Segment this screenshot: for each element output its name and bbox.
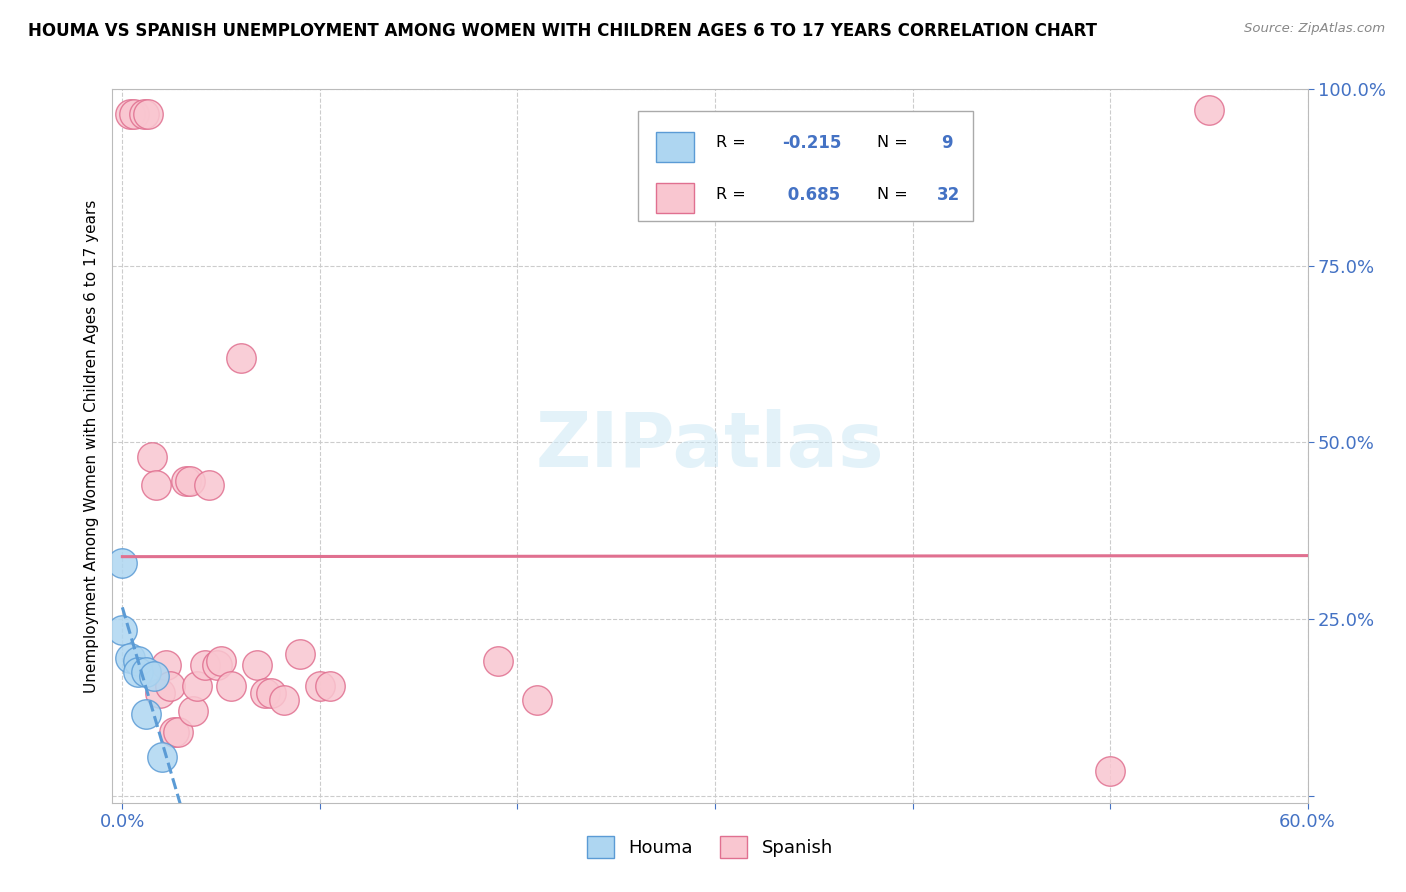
Point: [486, 655, 509, 669]
Point: [194, 658, 217, 673]
Point: [141, 450, 163, 464]
Point: [111, 556, 134, 570]
FancyBboxPatch shape: [657, 183, 695, 212]
Point: [145, 478, 167, 492]
Point: [174, 475, 197, 489]
FancyBboxPatch shape: [657, 132, 695, 162]
Point: [120, 651, 142, 665]
Point: [1198, 103, 1220, 118]
Text: R =: R =: [716, 187, 751, 202]
Point: [120, 107, 142, 121]
Point: [229, 351, 252, 365]
Point: [132, 107, 155, 121]
Point: [143, 668, 166, 682]
Point: [135, 707, 157, 722]
Legend: Houma, Spanish: Houma, Spanish: [579, 829, 841, 865]
Text: 32: 32: [936, 186, 960, 203]
Point: [122, 107, 145, 121]
Point: [159, 679, 181, 693]
Point: [253, 686, 276, 700]
Point: [150, 750, 173, 764]
Point: [163, 725, 186, 739]
Text: Source: ZipAtlas.com: Source: ZipAtlas.com: [1244, 22, 1385, 36]
Point: [259, 686, 281, 700]
Point: [166, 725, 188, 739]
Point: [198, 478, 221, 492]
Text: N =: N =: [877, 187, 914, 202]
Y-axis label: Unemployment Among Women with Children Ages 6 to 17 years: Unemployment Among Women with Children A…: [83, 199, 98, 693]
Point: [205, 658, 228, 673]
Point: [186, 679, 208, 693]
Point: [149, 686, 172, 700]
Point: [179, 475, 201, 489]
Point: [526, 693, 548, 707]
Point: [319, 679, 342, 693]
Point: [209, 655, 232, 669]
Text: 9: 9: [941, 134, 952, 152]
Point: [111, 623, 134, 637]
Point: [1099, 764, 1122, 778]
Text: R =: R =: [716, 136, 751, 150]
Point: [155, 658, 177, 673]
Point: [273, 693, 295, 707]
Point: [183, 704, 205, 718]
Text: -0.215: -0.215: [782, 134, 841, 152]
Point: [288, 648, 311, 662]
FancyBboxPatch shape: [638, 111, 973, 221]
Text: HOUMA VS SPANISH UNEMPLOYMENT AMONG WOMEN WITH CHILDREN AGES 6 TO 17 YEARS CORRE: HOUMA VS SPANISH UNEMPLOYMENT AMONG WOME…: [28, 22, 1097, 40]
Point: [127, 665, 149, 679]
Point: [135, 665, 157, 679]
Text: 0.685: 0.685: [782, 186, 839, 203]
Point: [127, 655, 149, 669]
Text: N =: N =: [877, 136, 914, 150]
Point: [136, 107, 159, 121]
Point: [309, 679, 332, 693]
Text: ZIPatlas: ZIPatlas: [536, 409, 884, 483]
Point: [219, 679, 242, 693]
Point: [246, 658, 269, 673]
